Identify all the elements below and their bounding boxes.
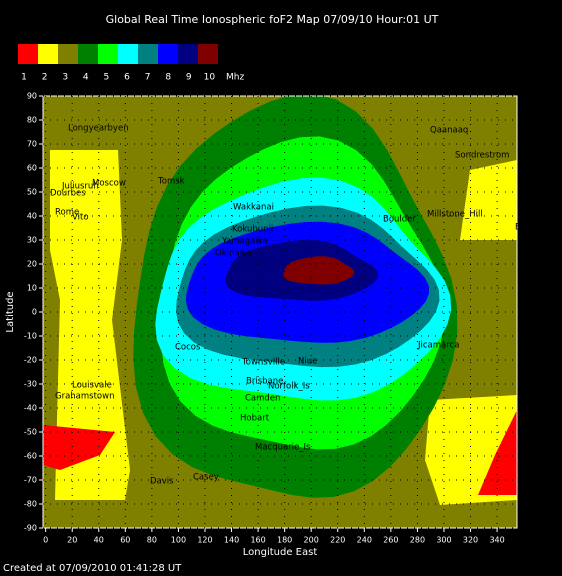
legend-label: 3 [62,73,68,83]
y-tick-label: -30 [24,380,37,389]
y-tick-label: 90 [27,92,37,101]
x-tick-label: 320 [463,536,478,545]
station-label: Tomsk [157,177,185,187]
x-tick-label: 240 [357,536,372,545]
y-tick-label: 30 [27,236,37,245]
station-label: Wakkanai [233,203,274,213]
y-tick-label: -40 [24,404,37,413]
legend-label: 6 [124,73,130,83]
station-label: Cocos [175,343,201,353]
station-label: Kokubunji [232,225,273,235]
station-label: Davis [150,477,174,487]
footer: Created at 07/09/2010 01:41:28 UT [3,563,182,574]
y-tick-label: 60 [27,164,37,173]
legend-swatch [198,44,218,64]
station-label: Qaanaaq [430,126,468,136]
legend-swatch [38,44,58,64]
y-tick-label: -20 [24,356,37,365]
contour [43,425,115,470]
station-label: Jicamarca [417,341,459,351]
x-tick-label: 340 [489,536,504,545]
station-label: Casey [193,473,219,483]
station-label: Sondrestrom [455,151,509,161]
legend-swatch [178,44,198,64]
legend-label: 5 [104,73,110,83]
station-label: Camden [245,394,280,404]
x-tick-label: 40 [94,536,104,545]
x-tick-label: 300 [436,536,451,545]
y-tick-label: 20 [27,260,37,269]
y-tick-label: 40 [27,212,37,221]
station-label: Grahamstown [55,392,114,402]
contour [50,150,130,500]
y-tick-label: -50 [24,428,37,437]
station-label: El_Arenos [515,223,557,233]
station-label: Vito [72,213,89,223]
map [43,96,517,528]
y-tick-label: -60 [24,452,37,461]
station-label: Yamagawa [221,237,267,247]
station-label: Longyearbyen [68,124,129,134]
legend-label: 1 [21,73,27,83]
y-tick-label: -90 [24,524,37,533]
x-tick-label: 0 [43,536,48,545]
station-label: Moscow [92,179,126,189]
station-label: Brisbane [246,377,283,387]
legend-label: 4 [83,73,89,83]
legend-swatch [158,44,178,64]
legend-swatch [118,44,138,64]
legend-swatch [138,44,158,64]
x-tick-label: 160 [250,536,265,545]
legend-unit: Mhz [226,73,244,83]
contour [478,410,517,495]
legend-swatch [98,44,118,64]
y-tick-label: 70 [27,140,37,149]
x-tick-label: 260 [383,536,398,545]
x-tick-label: 100 [171,536,186,545]
station-label: Juliusruh [61,182,99,192]
station-label: Macquarie_Is [255,443,311,453]
y-tick-label: 0 [32,308,37,317]
x-tick-label: 140 [224,536,239,545]
y-tick-label: 10 [27,284,37,293]
legend-label: 8 [165,73,171,83]
x-tick-label: 220 [330,536,345,545]
y-tick-label: -80 [24,500,37,509]
title: Global Real Time Ionospheric foF2 Map 07… [106,13,439,26]
x-tick-label: 180 [277,536,292,545]
x-tick-label: 20 [67,536,77,545]
station-label: Townsville [241,358,285,368]
y-tick-label: -10 [24,332,37,341]
y-tick-label: -70 [24,476,37,485]
station-label: Okinawa [215,249,252,259]
legend-label: 7 [145,73,151,83]
contour [283,256,355,285]
station-label: Rome [55,208,79,218]
station-label: Hobart [240,414,270,424]
x-tick-label: 80 [147,536,157,545]
legend-swatch [18,44,38,64]
legend-swatch [78,44,98,64]
y-tick-label: 80 [27,116,37,125]
contour [460,160,517,240]
station-label: Louisvale [72,381,112,391]
station-label: Niue [298,357,317,367]
legend-label: 10 [204,73,216,83]
legend-label: 9 [186,73,192,83]
legend-swatch [58,44,78,64]
x-tick-label: 200 [304,536,319,545]
x-tick-label: 280 [410,536,425,545]
y-tick-label: 50 [27,188,37,197]
x-label: Longitude East [243,547,318,558]
legend-label: 2 [42,73,48,83]
station-label: Dourbes [50,189,86,199]
x-tick-label: 60 [120,536,130,545]
station-label: Boulder [383,215,416,225]
x-tick-label: 120 [197,536,212,545]
station-label: Norfolk_Is [268,382,310,392]
y-label: Latitude [5,291,16,332]
station-label: Millstone_Hill [427,210,483,220]
